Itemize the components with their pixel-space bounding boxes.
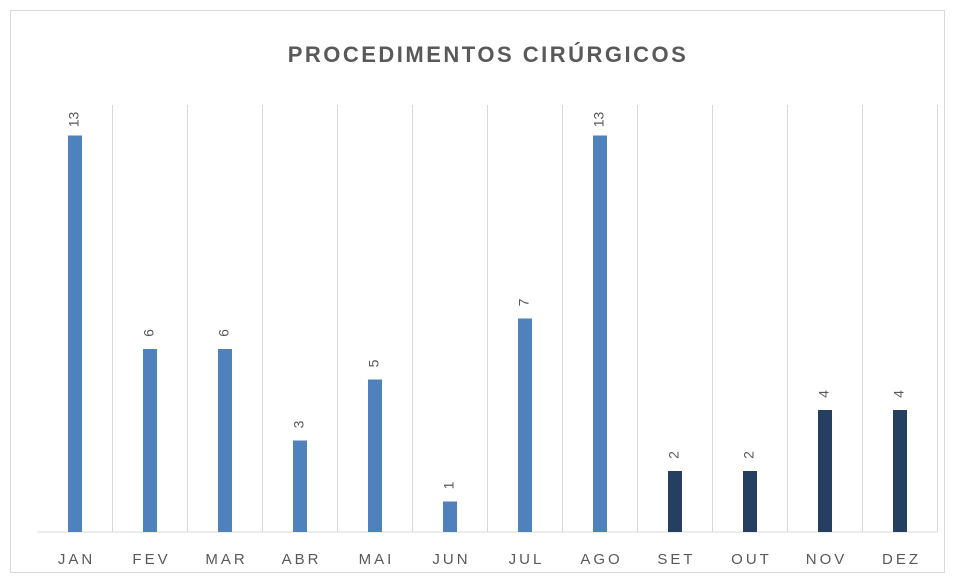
bar xyxy=(443,501,457,532)
x-tick-label: JUL xyxy=(509,551,545,568)
x-tick-label: AGO xyxy=(580,551,622,568)
data-label: 4 xyxy=(891,390,907,398)
x-tick-label: NOV xyxy=(806,551,848,568)
x-tick-label: OUT xyxy=(731,551,772,568)
bar xyxy=(143,349,157,532)
bar xyxy=(818,410,832,532)
data-label: 4 xyxy=(816,390,832,398)
x-tick-label: DEZ xyxy=(882,551,921,568)
x-tick-label: JAN xyxy=(58,551,95,568)
data-label: 2 xyxy=(741,451,757,459)
bar xyxy=(743,471,757,532)
data-label: 5 xyxy=(366,359,382,367)
data-label: 3 xyxy=(291,420,307,428)
data-label: 6 xyxy=(141,329,157,337)
bar xyxy=(68,135,82,532)
bar xyxy=(518,318,532,532)
data-label: 2 xyxy=(666,451,682,459)
x-tick-label: MAR xyxy=(205,551,247,568)
bar xyxy=(293,440,307,532)
bar xyxy=(893,410,907,532)
data-label: 7 xyxy=(516,298,532,306)
bar xyxy=(368,379,382,532)
data-label: 1 xyxy=(441,481,457,489)
data-label: 13 xyxy=(591,112,607,128)
chart-border xyxy=(10,10,945,573)
x-tick-label: ABR xyxy=(282,551,322,568)
data-label: 13 xyxy=(66,112,82,128)
bar xyxy=(668,471,682,532)
x-tick-label: SET xyxy=(657,551,695,568)
x-tick-label: MAI xyxy=(359,551,395,568)
chart-title: PROCEDIMENTOS CIRÚRGICOS xyxy=(288,42,689,67)
bar xyxy=(218,349,232,532)
bar xyxy=(593,135,607,532)
x-tick-label: JUN xyxy=(432,551,470,568)
data-label: 6 xyxy=(216,329,232,337)
x-tick-label: FEV xyxy=(132,551,170,568)
